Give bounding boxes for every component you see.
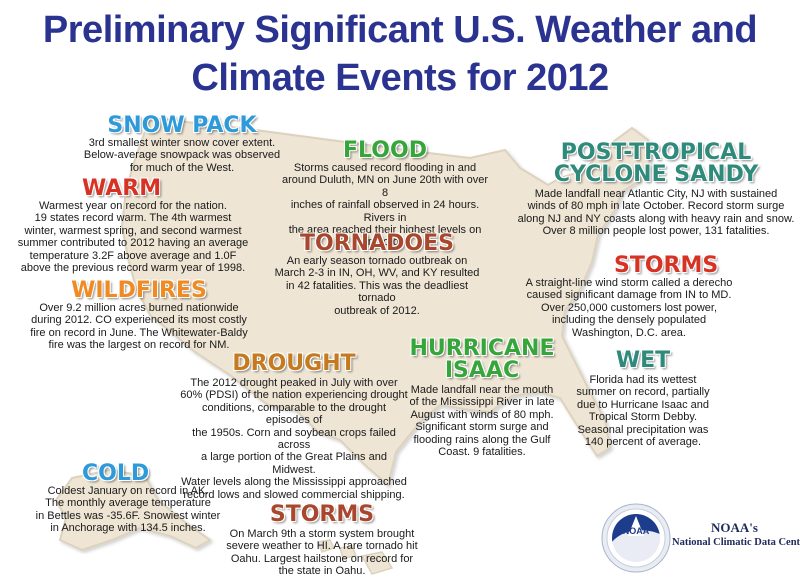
event-line: a large portion of the Great Plains and … [201, 451, 387, 476]
event-line: Florida had its wettest [589, 374, 697, 386]
event-storms-hawaii: STORMS On March 9th a storm system broug… [222, 504, 422, 578]
event-title: DROUGHT [232, 351, 356, 376]
event-line: Over 250,000 customers lost power, [540, 301, 718, 314]
event-warm: WARM Warmest year on record for the nati… [2, 176, 264, 275]
hawaii-island-3 [360, 551, 394, 575]
event-line: 19 states record warm. The 4th warmest [34, 212, 232, 225]
event-line: the 1950s. Corn and soybean crops failed… [192, 426, 396, 452]
event-line: Warmest year on record for the nation. [39, 200, 227, 212]
event-line: fire on record in June. The Whitewater-B… [30, 326, 248, 339]
event-line: during 2012. CO experienced its most cos… [31, 314, 247, 327]
event-line: August with winds of 80 mph. [410, 408, 554, 421]
event-line: Seasonal precipitation was [577, 423, 709, 436]
credit-line-1: NOAA's [711, 520, 758, 535]
event-line: Over 9.2 million acres burned nationwide [39, 302, 239, 314]
event-title-line-1: POST-TROPICAL [560, 140, 752, 165]
alaska-shape [54, 468, 212, 552]
event-title-line-2: ISAAC [444, 358, 520, 383]
event-line: the area reached their highest levels on… [288, 224, 482, 249]
event-line: summer contributed to 2012 having an ave… [17, 237, 249, 250]
event-line: 3rd smallest winter snow cover extent. [88, 137, 276, 149]
event-line: winds of 80 mph in late October. Record … [527, 200, 785, 213]
credit-line-2: National Climatic Data Center [672, 537, 800, 548]
event-line: record lows and slowed commercial shippi… [183, 488, 405, 501]
event-line: Storms caused record flooding in and [293, 162, 477, 174]
event-cold: COLD Coldest January on record in AK. Th… [28, 463, 228, 535]
event-title: FLOOD [343, 138, 427, 163]
event-title: WILDFIRES [71, 278, 207, 303]
event-line: the state in Oahu. [278, 565, 366, 578]
event-line: A straight-line wind storm called a dere… [525, 277, 733, 289]
event-line: conditions, comparable to the drought ep… [201, 401, 387, 427]
event-title: WET [615, 348, 671, 373]
event-line: summer on record, partially [576, 386, 710, 399]
noaa-logo-icon: NOAA [601, 503, 671, 573]
event-drought: DROUGHT The 2012 drought peaked in July … [180, 353, 408, 501]
hawaii-island-1 [316, 539, 336, 553]
event-line: Oahu. Largest hailstone on record for [230, 552, 414, 565]
event-line: March 2-3 in IN, OH, WV, and KY resulted [274, 267, 480, 280]
event-line: Made landfall near the mouth [410, 384, 554, 396]
event-line: Made landfall near Atlantic City, NJ wit… [534, 188, 778, 200]
event-isaac: HURRICANE ISAAC Made landfall near the m… [402, 336, 562, 459]
event-line: The monthly average temperature [45, 497, 211, 510]
event-title: TORNADOES [300, 231, 454, 256]
event-line: outbreak of 2012. [334, 304, 420, 317]
event-line: 60% (PDSI) of the nation experiencing dr… [180, 389, 408, 402]
event-line: above the previous record warm year of 1… [20, 262, 246, 275]
event-line: On March 9th a storm system brought [229, 528, 415, 540]
event-title: SNOW PACK [107, 113, 257, 138]
event-line: caused significant damage from IN to MD. [526, 289, 732, 302]
event-line: Coast. 9 fatalities. [438, 446, 526, 459]
event-line: fire was the largest on record for NM. [48, 339, 230, 352]
event-line: 140 percent of average. [584, 436, 702, 449]
event-title: STORMS [614, 253, 719, 278]
event-line: in 42 fatalities. This was the deadliest… [285, 279, 468, 305]
event-snow-pack: SNOW PACK 3rd smallest winter snow cover… [82, 115, 282, 174]
event-tornadoes: TORNADOES An early season tornado outbre… [272, 233, 482, 317]
event-line: in Bettles was -35.6F. Snowiest winter [35, 509, 221, 522]
contiguous-us-shape [120, 116, 652, 487]
event-flood: FLOOD Storms caused record flooding in a… [280, 140, 490, 249]
event-title: WARM [82, 176, 162, 201]
event-title: STORMS [269, 502, 375, 527]
event-line: Significant storm surge and [415, 421, 549, 434]
event-line: Coldest January on record in AK. [47, 485, 209, 497]
event-line: around Duluth, MN on June 20th with over… [281, 174, 489, 199]
event-line: Tropical Storm Debby. [588, 411, 698, 424]
hawaii-island-2 [339, 545, 358, 559]
event-line: in Anchorage with 134.5 inches. [50, 522, 206, 535]
event-line: for much of the West. [129, 161, 235, 174]
event-line: inches of rainfall observed in 24 hours.… [290, 199, 480, 224]
event-line: An early season tornado outbreak on [286, 255, 468, 267]
noaa-logo-label: NOAA [623, 526, 650, 536]
event-wildfires: WILDFIRES Over 9.2 million acres burned … [14, 280, 264, 352]
event-line: The 2012 drought peaked in July with ove… [190, 377, 398, 389]
event-line: Over 8 million people lost power, 131 fa… [542, 225, 770, 238]
event-line: Washington, D.C. area. [572, 326, 686, 339]
event-line: of the Mississippi River in late [409, 396, 555, 409]
event-title-line-2: CYCLONE SANDY [553, 162, 759, 187]
event-sandy: POST-TROPICAL CYCLONE SANDY Made landfal… [516, 142, 796, 238]
event-title: COLD [82, 461, 150, 486]
event-title-line-1: HURRICANE [409, 336, 555, 361]
title-line-2: Climate Events for 2012 [191, 57, 609, 99]
event-line: Water levels along the Mississippi appro… [181, 476, 407, 489]
event-line: temperature 3.2F above average and 1.0F [29, 249, 237, 262]
event-line: along NJ and NY coasts along with heavy … [517, 212, 795, 225]
page-title: Preliminary Significant U.S. Weather and… [0, 6, 800, 102]
event-line: Below-average snowpack was observed [83, 149, 281, 162]
event-line: flooding rains along the Gulf [413, 433, 551, 446]
credit-block: NOAA's National Climatic Data Center [672, 520, 800, 550]
event-line: winter, warmest spring, and second warme… [24, 224, 242, 237]
event-line: including the densely populated [551, 314, 707, 327]
event-storms-east: STORMS A straight-line wind storm called… [524, 255, 734, 339]
event-wet: WET Florida had its wettest summer on re… [563, 348, 723, 449]
event-line: due to Hurricane Isaac and [576, 398, 710, 411]
event-line: severe weather to HI. A rare tornado hit [226, 540, 418, 553]
title-line-1: Preliminary Significant U.S. Weather and [42, 9, 758, 51]
